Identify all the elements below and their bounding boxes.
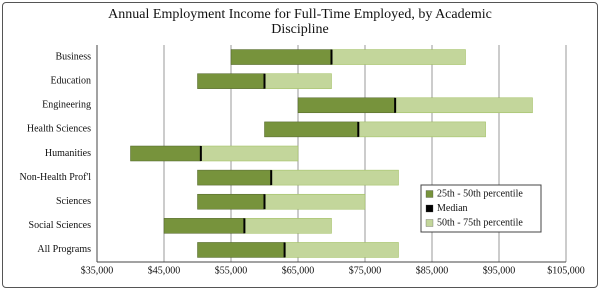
legend-swatch — [425, 204, 434, 213]
bar-upper — [244, 218, 332, 234]
y-tick-label: Engineering — [42, 100, 91, 111]
legend-box — [420, 184, 542, 233]
y-tick-label: Social Sciences — [29, 220, 92, 231]
bar-lower — [163, 218, 245, 234]
bar-lower — [197, 73, 265, 89]
bar-lower — [197, 193, 265, 210]
y-tick-label: Humanities — [45, 148, 91, 159]
bar-upper — [200, 145, 299, 162]
legend: 25th - 50th percentile Median 50th - 75th … — [420, 184, 542, 233]
bar-upper — [358, 121, 486, 138]
chart-title: Annual Employment Income for Full-Time E… — [108, 7, 492, 37]
y-tick-label: Education — [50, 75, 91, 86]
legend-swatch — [425, 190, 434, 198]
bar-upper — [394, 97, 533, 114]
bar-upper — [270, 169, 399, 186]
bar-upper — [331, 49, 466, 65]
y-tick-label: Non-Health Prof'l — [19, 172, 91, 183]
y-tick-label: All Programs — [37, 244, 91, 255]
bar-lower — [264, 121, 359, 138]
bar-upper — [264, 73, 332, 89]
x-tick-label: $75,000 — [349, 265, 382, 276]
x-tick-label: $35,000 — [81, 265, 114, 276]
x-tick-label: $45,000 — [148, 265, 181, 276]
chart-frame — [2, 2, 598, 288]
bar-lower — [297, 97, 396, 114]
x-tick-label: $55,000 — [215, 265, 248, 276]
bar-upper — [264, 193, 366, 210]
bar-lower — [130, 145, 202, 162]
legend-swatch — [425, 219, 434, 227]
x-tick-label: $85,000 — [416, 265, 449, 276]
x-tick-label: $65,000 — [282, 265, 315, 276]
x-tick-label: $105,000 — [547, 265, 585, 276]
bar-lower — [197, 242, 285, 258]
bar-lower — [230, 49, 332, 65]
y-tick-label: Sciences — [56, 196, 91, 207]
legend-label: 50th - 75th percentile — [437, 217, 523, 228]
legend-label: 25th - 50th percentile — [437, 188, 523, 199]
x-tick-label: $95,000 — [483, 265, 516, 276]
y-tick-label: Business — [55, 51, 91, 62]
bar-lower — [197, 169, 272, 186]
y-tick-label: Health Sciences — [27, 124, 91, 135]
bar-upper — [284, 242, 399, 258]
legend-label: Median — [437, 203, 468, 214]
